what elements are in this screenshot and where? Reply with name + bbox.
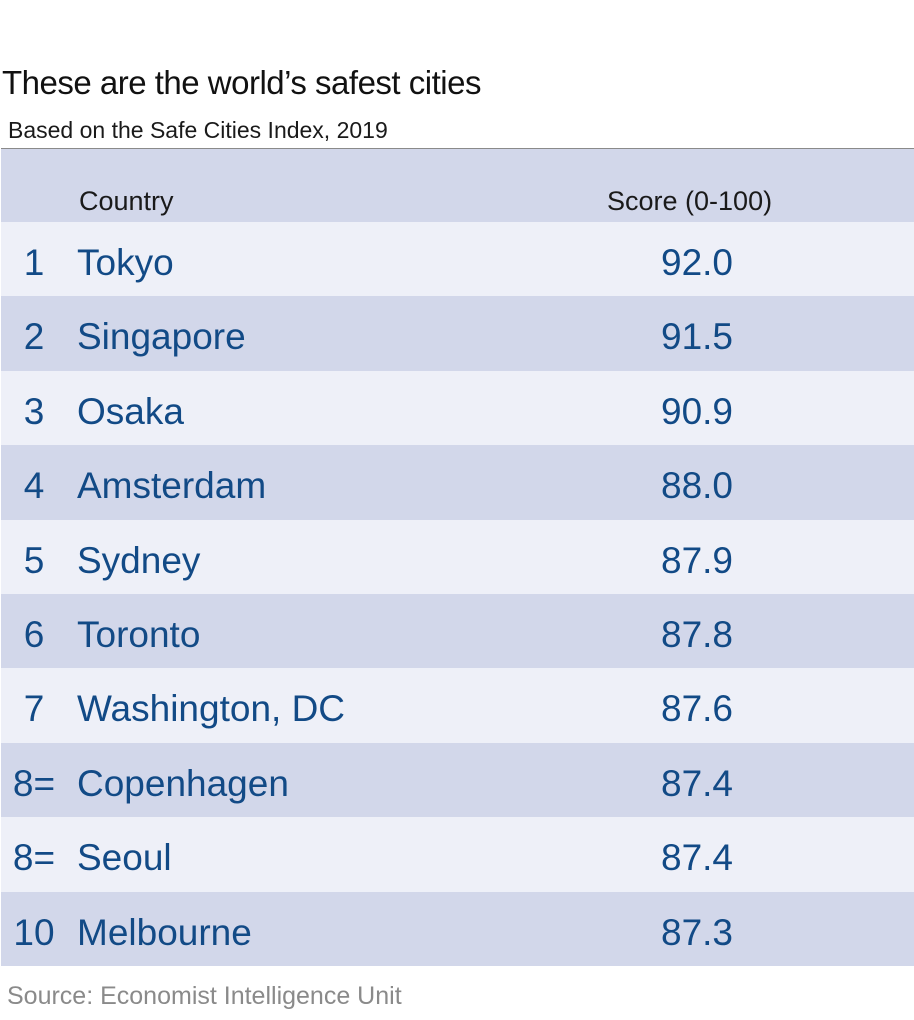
city-cell: Seoul <box>77 837 172 879</box>
rank-cell: 7 <box>23 688 45 730</box>
score-cell: 87.9 <box>661 539 734 581</box>
rank-cell: 6 <box>23 613 45 655</box>
column-header-country: Country <box>79 186 174 216</box>
table-row: 4 Amsterdam 88.0 <box>1 445 914 520</box>
column-header-score: Score (0-100) <box>607 186 773 216</box>
city-cell: Sydney <box>77 539 201 581</box>
rank-cell: 8= <box>12 837 56 879</box>
source-note: Source: Economist Intelligence Unit <box>7 982 402 1010</box>
table-header: Country Score (0-100) <box>1 149 914 222</box>
city-cell: Amsterdam <box>77 465 267 507</box>
score-cell: 87.8 <box>661 613 734 655</box>
city-cell: Singapore <box>77 316 246 358</box>
score-cell: 88.0 <box>661 465 734 507</box>
table-row: 6 Toronto 87.8 <box>1 593 914 669</box>
table-row: 8= Seoul 87.4 <box>1 817 914 892</box>
city-cell: Washington, DC <box>77 688 346 730</box>
rank-cell: 4 <box>23 465 45 507</box>
score-cell: 90.9 <box>661 390 734 432</box>
table-row: 3 Osaka 90.9 <box>1 370 914 446</box>
table-body: 1 Tokyo 92.0 2 Singapore 91.5 3 Osaka 90.9 4 Amste… <box>1 222 914 966</box>
rank-cell: 8= <box>12 762 56 804</box>
rank-cell: 10 <box>13 911 55 953</box>
city-cell: Toronto <box>77 613 201 655</box>
city-cell: Melbourne <box>77 911 252 953</box>
table-row: 10 Melbourne 87.3 <box>1 891 914 966</box>
rank-cell: 5 <box>23 539 45 581</box>
table-row: 8= Copenhagen 87.4 <box>1 742 914 818</box>
table-row: 7 Washington, DC 87.6 <box>1 668 914 743</box>
rank-cell: 3 <box>23 390 45 432</box>
score-cell: 87.4 <box>661 762 734 804</box>
chart-subtitle: Based on the Safe Cities Index, 2019 <box>8 117 388 143</box>
table-row: 1 Tokyo 92.0 <box>1 222 914 297</box>
rank-cell: 1 <box>23 242 45 283</box>
chart-title: These are the world’s safest cities <box>2 64 481 101</box>
top-rule <box>1 148 914 149</box>
city-cell: Osaka <box>77 390 184 432</box>
rankings-table: Country Score (0-100) 1 Tokyo 92.0 2 Singapo… <box>1 148 914 966</box>
score-cell: 87.4 <box>661 837 734 879</box>
score-cell: 91.5 <box>661 316 734 358</box>
rank-cell: 2 <box>23 316 45 358</box>
score-cell: 87.6 <box>661 688 734 730</box>
score-cell: 92.0 <box>661 242 734 283</box>
table-row: 5 Sydney 87.9 <box>1 519 914 594</box>
city-cell: Tokyo <box>77 242 174 283</box>
city-cell: Copenhagen <box>77 762 289 804</box>
table-row: 2 Singapore 91.5 <box>1 296 914 371</box>
score-cell: 87.3 <box>661 911 734 953</box>
